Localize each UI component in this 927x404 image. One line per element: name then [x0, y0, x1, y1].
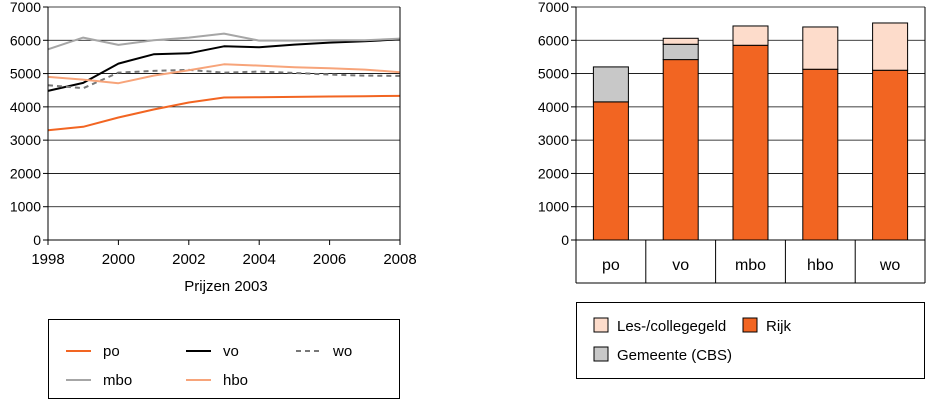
- legend-swatch-rijk: [742, 317, 758, 333]
- line-chart-x-tick-label: 2002: [172, 251, 205, 268]
- line-series-mbo: [47, 32, 401, 51]
- bar-chart-y-tick-label: 4000: [538, 99, 569, 115]
- bar-chart-y-tick-label: 6000: [538, 32, 569, 48]
- bar-hbo-rijk: [802, 68, 839, 241]
- bar-chart-y-tick-label: 3000: [538, 132, 569, 148]
- bar-chart-y-tick-label: 5000: [538, 66, 569, 82]
- bar-vo-gemeente-cbs: [662, 43, 699, 61]
- line-chart-y-tick-label: 7000: [10, 0, 41, 15]
- legend-label-gemeente-cbs: Gemeente (CBS): [617, 347, 732, 364]
- legend-label-po: po: [103, 343, 120, 360]
- bar-wo-les-collegegeld: [872, 22, 909, 71]
- bar-chart-category-label: hbo: [807, 257, 834, 274]
- line-chart-x-tick-label: 2006: [313, 251, 346, 268]
- bar-chart-category-label: wo: [879, 257, 901, 274]
- legend-label-mbo: mbo: [103, 372, 132, 389]
- legend-label-wo: wo: [332, 343, 352, 360]
- line-chart-axes: 0 1000 2000 3000 4000 5000 6000 7000 1998 2000 200…: [10, 0, 417, 268]
- line-chart-x-axis-title: Prijzen 2003: [184, 278, 267, 295]
- legend-swatch-les-collegegeld: [593, 317, 609, 333]
- bar-chart-y-tick-label: 1000: [538, 199, 569, 215]
- bar-chart-y-tick-label: 7000: [538, 0, 569, 15]
- line-chart: 0 1000 2000 3000 4000 5000 6000 7000 1998 2000 200…: [10, 0, 417, 399]
- bar-po-gemeente-cbs: [592, 66, 629, 103]
- bar-vo-les-collegegeld: [662, 37, 699, 45]
- bar-mbo-rijk: [732, 44, 769, 241]
- bar-chart-bars: [592, 22, 909, 241]
- bar-chart-legend-box: [576, 302, 925, 379]
- legend-label-hbo: hbo: [223, 372, 248, 389]
- line-chart-legend: po vo wo mbo hbo: [48, 319, 400, 399]
- bar-hbo-les-collegegeld: [802, 26, 839, 70]
- line-chart-legend-box: [48, 319, 400, 399]
- bar-chart-category-label: vo: [672, 257, 689, 274]
- bar-chart-legend: Les-/collegegeld Rijk Gemeente (CBS): [576, 302, 925, 379]
- line-chart-y-tick-label: 1000: [10, 199, 41, 215]
- line-chart-y-tick-label: 6000: [10, 32, 41, 48]
- line-chart-x-tick-label: 2004: [243, 251, 276, 268]
- line-chart-gridlines: [48, 6, 400, 241]
- legend-swatch-gemeente-cbs: [593, 346, 609, 362]
- bar-po-rijk: [592, 101, 629, 241]
- line-chart-x-tick-label: 2000: [102, 251, 135, 268]
- bar-chart-y-tick-label: 2000: [538, 165, 569, 181]
- bar-chart-y-tick-label: 0: [561, 232, 569, 248]
- line-series-wo: [47, 68, 401, 90]
- line-chart-y-tick-label: 4000: [10, 99, 41, 115]
- line-series-vo: [47, 38, 401, 92]
- legend-label-les-collegegeld: Les-/collegegeld: [617, 318, 726, 335]
- line-chart-x-tick-label: 1998: [31, 251, 64, 268]
- line-chart-series: [47, 32, 401, 132]
- line-chart-y-tick-label: 5000: [10, 66, 41, 82]
- bar-chart-category-label: po: [602, 257, 620, 274]
- line-chart-y-tick-label: 2000: [10, 165, 41, 181]
- bar-wo-rijk: [872, 69, 909, 241]
- line-series-po: [47, 94, 401, 132]
- stacked-bar-chart: 0 1000 2000 3000 4000 5000 6000 7000 po vo mbo hbo w…: [538, 0, 926, 379]
- line-chart-x-tick-label: 2008: [383, 251, 416, 268]
- bar-mbo-les-collegegeld: [732, 25, 769, 46]
- legend-label-vo: vo: [223, 343, 239, 360]
- bar-vo-rijk: [662, 59, 699, 241]
- legend-label-rijk: Rijk: [766, 318, 791, 335]
- line-chart-y-tick-label: 3000: [10, 132, 41, 148]
- bar-chart-axes: 0 1000 2000 3000 4000 5000 6000 7000 po vo mbo hbo w…: [538, 0, 926, 284]
- bar-chart-category-label: mbo: [735, 257, 766, 274]
- line-series-hbo: [47, 63, 401, 85]
- line-chart-y-tick-label: 0: [33, 232, 41, 248]
